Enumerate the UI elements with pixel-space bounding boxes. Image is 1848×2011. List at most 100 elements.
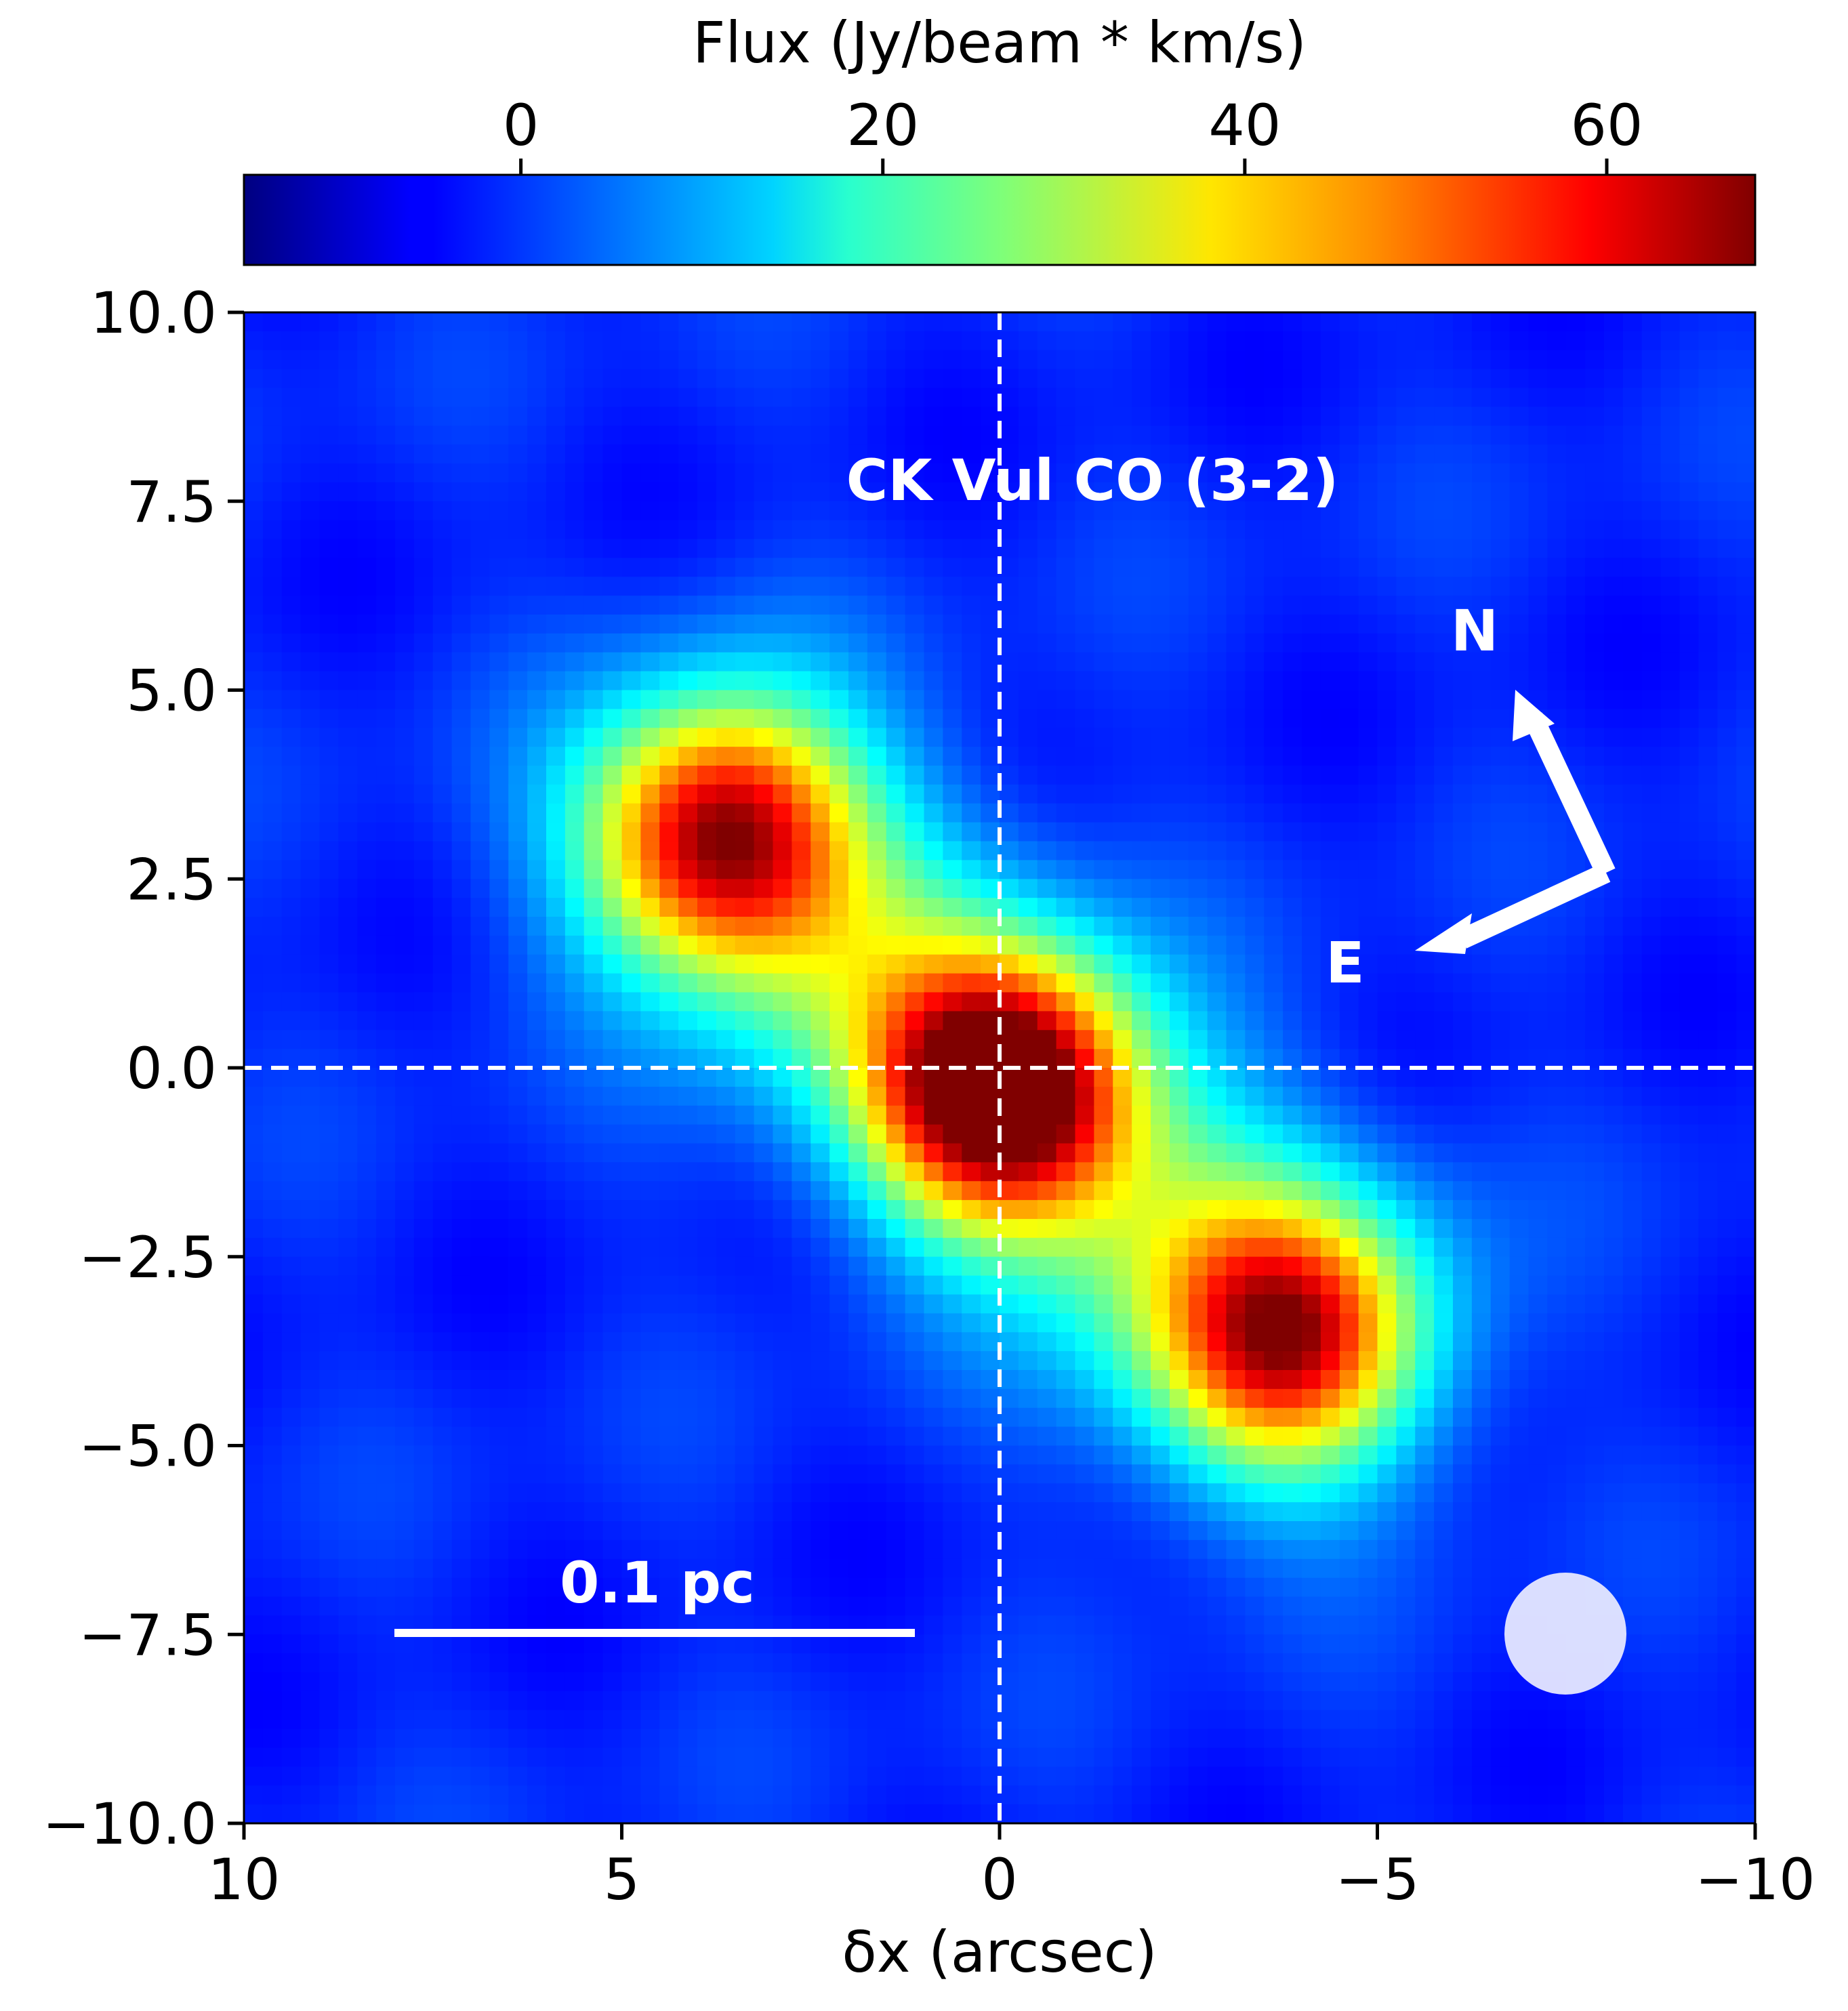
heatmap-cell (792, 1068, 812, 1087)
heatmap-cell (470, 860, 491, 880)
heatmap-cell (773, 482, 793, 502)
heatmap-cell (1151, 1653, 1170, 1673)
heatmap-cell (773, 312, 793, 332)
heatmap-cell (1302, 822, 1321, 842)
heatmap-cell (905, 1049, 925, 1069)
heatmap-cell (1094, 520, 1114, 540)
heatmap-cell (602, 539, 623, 559)
heatmap-cell (792, 1691, 812, 1711)
heatmap-cell (697, 633, 717, 653)
heatmap-cell (773, 1502, 793, 1522)
heatmap-cell (1094, 1332, 1114, 1352)
heatmap-cell (848, 1351, 868, 1371)
heatmap-cell (754, 784, 774, 804)
heatmap-cell (319, 898, 340, 917)
heatmap-cell (602, 879, 623, 898)
heatmap-cell (1226, 709, 1246, 729)
heatmap-cell (1056, 747, 1076, 766)
heatmap-cell (754, 1502, 774, 1522)
heatmap-cell (1151, 898, 1170, 917)
heatmap-cell (754, 1747, 774, 1768)
heatmap-cell (716, 1143, 736, 1163)
heatmap-cell (1339, 709, 1359, 729)
heatmap-cell (943, 350, 963, 370)
heatmap-cell (621, 633, 642, 653)
heatmap-cell (527, 1219, 547, 1239)
heatmap-cell (735, 766, 755, 785)
heatmap-cell (1339, 747, 1359, 766)
heatmap-cell (508, 1143, 528, 1163)
heatmap-cell (546, 1596, 566, 1617)
heatmap-cell (962, 331, 981, 351)
heatmap-cell (244, 1539, 264, 1560)
heatmap-cell (564, 463, 585, 483)
heatmap-cell (1358, 860, 1378, 880)
heatmap-cell (1377, 1219, 1397, 1239)
heatmap-cell (829, 690, 849, 710)
heatmap-cell (621, 709, 642, 729)
heatmap-cell (413, 482, 434, 502)
heatmap-cell (262, 1313, 283, 1333)
heatmap-cell (1358, 1049, 1378, 1069)
heatmap-cell (1000, 312, 1019, 332)
heatmap-cell (1245, 917, 1265, 936)
heatmap-cell (1264, 615, 1284, 634)
heatmap-cell (489, 1653, 510, 1673)
heatmap-cell (583, 1653, 604, 1673)
heatmap-cell (546, 1105, 566, 1125)
heatmap-cell (1056, 1464, 1076, 1485)
heatmap-cell (395, 1370, 415, 1390)
heatmap-cell (981, 1181, 1000, 1201)
heatmap-cell (905, 1502, 925, 1522)
heatmap-cell (792, 652, 812, 672)
heatmap-cell (1113, 1426, 1132, 1447)
heatmap-cell (621, 728, 642, 747)
heatmap-cell (300, 1766, 321, 1787)
heatmap-cell (924, 331, 944, 351)
heatmap-cell (848, 1672, 868, 1692)
heatmap-cell (1396, 1124, 1416, 1144)
heatmap-cell (1339, 1407, 1359, 1428)
heatmap-cell (432, 596, 453, 615)
heatmap-cell (376, 1672, 396, 1692)
heatmap-cell (640, 1445, 661, 1466)
heatmap-cell (716, 1200, 736, 1220)
heatmap-cell (697, 577, 717, 596)
heatmap-cell (1377, 954, 1397, 974)
heatmap-cell (1075, 1256, 1095, 1277)
heatmap-cell (773, 539, 793, 559)
heatmap-cell (1132, 822, 1151, 842)
heatmap-cell (1188, 1426, 1208, 1447)
heatmap-cell (924, 1445, 944, 1466)
heatmap-cell (829, 615, 849, 634)
heatmap-cell (1264, 331, 1284, 351)
heatmap-cell (1264, 728, 1284, 747)
heatmap-cell (244, 898, 264, 917)
heatmap-cell (792, 1332, 812, 1352)
heatmap-cell (413, 1502, 434, 1522)
heatmap-cell (546, 1672, 566, 1692)
heatmap-cell (867, 1086, 887, 1106)
heatmap-cell (338, 954, 358, 974)
heatmap-cell (640, 596, 661, 615)
heatmap-cell (1302, 766, 1321, 785)
heatmap-cell (981, 331, 1000, 351)
heatmap-cell (867, 747, 887, 766)
heatmap-cell (735, 615, 755, 634)
heatmap-cell (1320, 1219, 1340, 1239)
heatmap-cell (1188, 1596, 1208, 1617)
heatmap-cell (319, 841, 340, 861)
heatmap-cell (300, 633, 321, 653)
heatmap-cell (395, 1219, 415, 1239)
heatmap-cell (451, 1502, 472, 1522)
heatmap-cell (1358, 690, 1378, 710)
heatmap-cell (716, 1256, 736, 1277)
heatmap-cell (527, 1483, 547, 1503)
heatmap-cell (1283, 312, 1302, 332)
heatmap-cell (1226, 766, 1246, 785)
heatmap-cell (451, 822, 472, 842)
heatmap-cell (735, 1049, 755, 1069)
heatmap-cell (1320, 463, 1340, 483)
heatmap-cell (829, 1672, 849, 1692)
heatmap-cell (1358, 879, 1378, 898)
